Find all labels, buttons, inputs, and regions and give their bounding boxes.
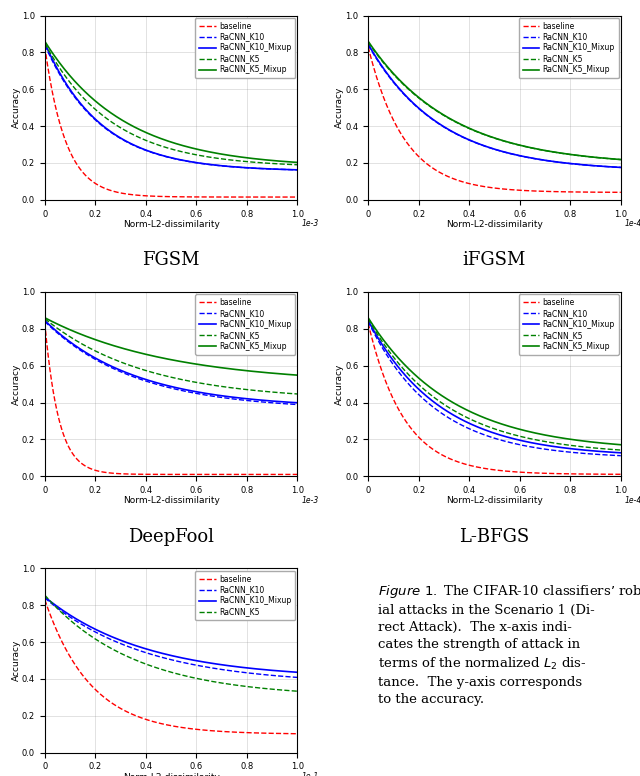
Y-axis label: Accuracy: Accuracy: [335, 363, 344, 405]
Text: 1e-3: 1e-3: [301, 220, 319, 228]
Y-axis label: Accuracy: Accuracy: [12, 87, 20, 128]
Text: $\it{Figure\ 1.}$ The CIFAR-10 classifiers’ robustness to the adversar-
ial atta: $\it{Figure\ 1.}$ The CIFAR-10 classifie…: [378, 584, 640, 706]
Text: DeepFool: DeepFool: [128, 528, 214, 546]
X-axis label: Norm-L2-dissimilarity: Norm-L2-dissimilarity: [123, 773, 220, 776]
Text: 1e-3: 1e-3: [301, 496, 319, 504]
Y-axis label: Accuracy: Accuracy: [335, 87, 344, 128]
X-axis label: Norm-L2-dissimilarity: Norm-L2-dissimilarity: [123, 497, 220, 505]
Legend: baseline, RaCNN_K10, RaCNN_K10_Mixup, RaCNN_K5, RaCNN_K5_Mixup: baseline, RaCNN_K10, RaCNN_K10_Mixup, Ra…: [519, 294, 618, 355]
X-axis label: Norm-L2-dissimilarity: Norm-L2-dissimilarity: [446, 220, 543, 229]
Text: L-BFGS: L-BFGS: [460, 528, 530, 546]
Legend: baseline, RaCNN_K10, RaCNN_K10_Mixup, RaCNN_K5, RaCNN_K5_Mixup: baseline, RaCNN_K10, RaCNN_K10_Mixup, Ra…: [519, 18, 618, 78]
Text: iFGSM: iFGSM: [463, 251, 526, 269]
Legend: baseline, RaCNN_K10, RaCNN_K10_Mixup, RaCNN_K5, RaCNN_K5_Mixup: baseline, RaCNN_K10, RaCNN_K10_Mixup, Ra…: [195, 294, 295, 355]
Legend: baseline, RaCNN_K10, RaCNN_K10_Mixup, RaCNN_K5: baseline, RaCNN_K10, RaCNN_K10_Mixup, Ra…: [195, 570, 295, 620]
X-axis label: Norm-L2-dissimilarity: Norm-L2-dissimilarity: [123, 220, 220, 229]
Y-axis label: Accuracy: Accuracy: [12, 363, 20, 405]
Text: FGSM: FGSM: [142, 251, 200, 269]
X-axis label: Norm-L2-dissimilarity: Norm-L2-dissimilarity: [446, 497, 543, 505]
Legend: baseline, RaCNN_K10, RaCNN_K10_Mixup, RaCNN_K5, RaCNN_K5_Mixup: baseline, RaCNN_K10, RaCNN_K10_Mixup, Ra…: [195, 18, 295, 78]
Text: 1e-4: 1e-4: [625, 496, 640, 504]
Y-axis label: Accuracy: Accuracy: [12, 640, 20, 681]
Text: 1e-4: 1e-4: [625, 220, 640, 228]
Text: 1e-1: 1e-1: [301, 772, 319, 776]
